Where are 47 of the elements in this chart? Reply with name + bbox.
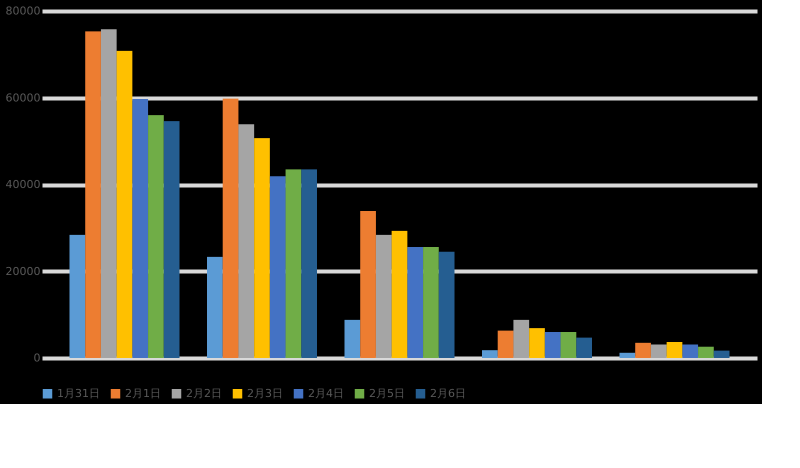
y-tick-label: 0 [34,352,40,364]
legend-label: 2月4日 [308,386,344,400]
bar [301,169,317,358]
bar [70,234,86,358]
legend-label: 2月2日 [186,386,222,400]
y-tick-label: 40000 [6,178,40,191]
legend-label: 2月3日 [247,386,283,400]
bar [482,350,498,358]
y-tick-label: 20000 [6,264,40,278]
y-tick-label: 80000 [6,4,40,18]
bar [376,234,392,358]
bar [164,121,180,358]
bar [682,344,698,358]
bar [207,256,223,358]
bar [360,210,376,358]
bar [576,338,592,358]
bar [148,115,164,358]
bar [100,29,117,358]
bar [650,344,667,358]
bar [423,246,439,358]
bar [513,320,530,358]
bar [666,342,682,358]
bar [407,246,424,358]
bar [85,31,101,358]
y-tick-label: 60000 [6,91,40,104]
bar [714,350,730,358]
legend-label: 2月5日 [369,386,405,400]
bar [344,320,360,358]
bar [635,342,651,358]
bar [698,346,714,358]
bar [238,124,254,358]
bar [132,99,148,358]
legend-label: 1月31日 [57,386,100,400]
bar [438,252,454,358]
bar [116,50,132,358]
bar [560,332,576,358]
bar [270,176,286,358]
legend-label: 2月6日 [430,386,466,400]
bar [392,230,408,358]
bar [529,328,545,358]
bar [498,330,514,358]
bar [544,332,561,358]
bar [222,98,238,358]
bar [620,352,636,358]
legend-label: 2月1日 [125,386,161,400]
bar [286,169,302,358]
bar [254,138,270,358]
